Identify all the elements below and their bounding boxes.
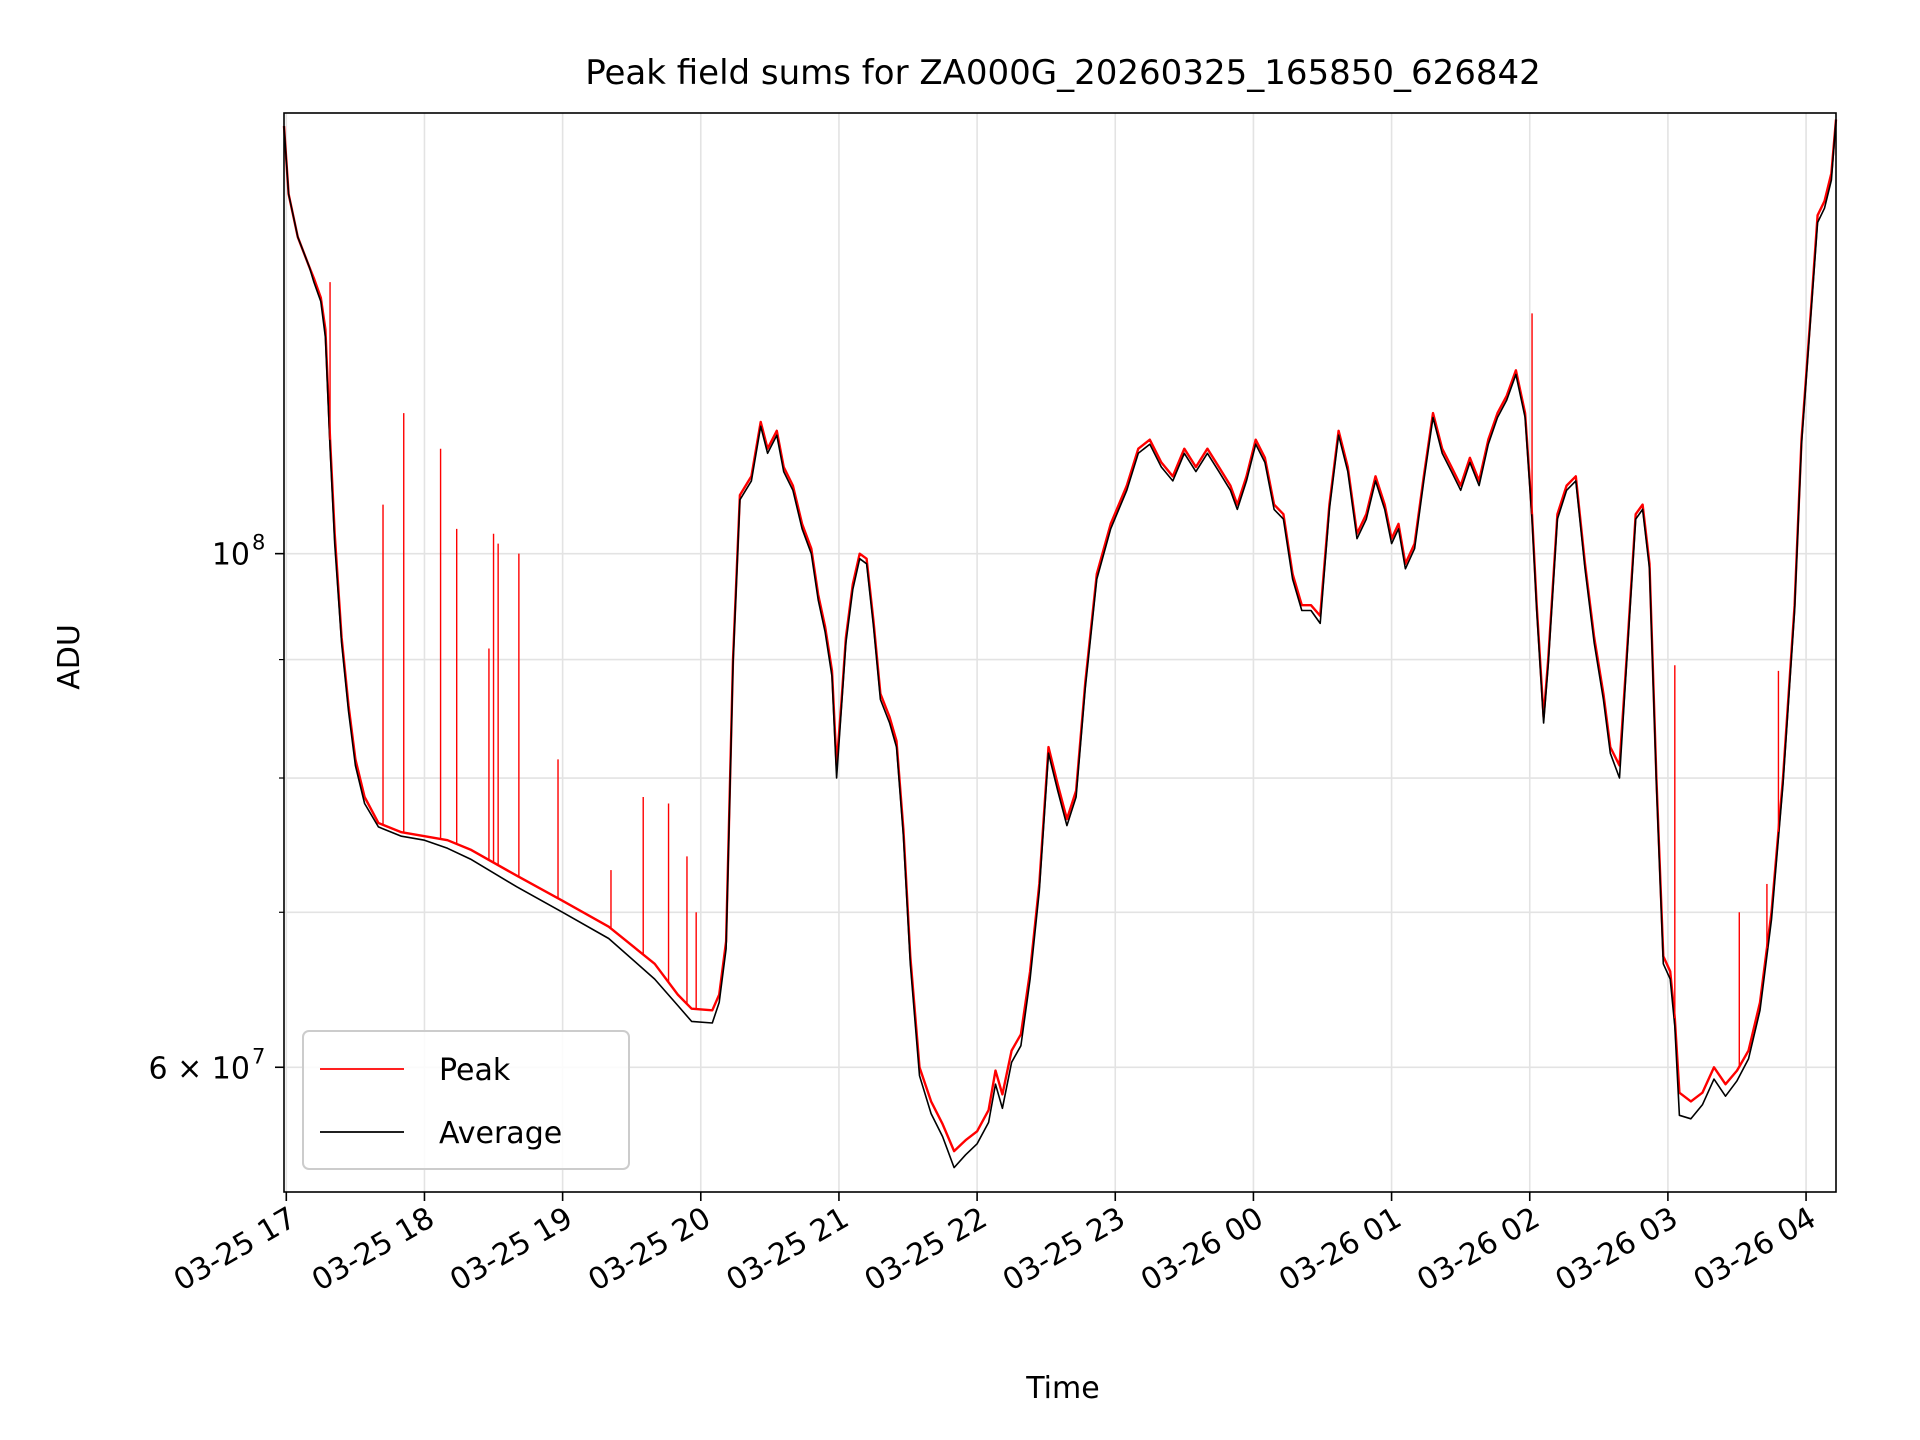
series-line-average [283, 119, 1837, 1169]
legend: Peak Average [302, 1030, 630, 1170]
y-tick-label: 6 × 10 [149, 1051, 250, 1086]
grid [284, 113, 1836, 1192]
plot-area [282, 119, 1838, 1169]
y-tick-label: 10 [212, 538, 250, 573]
legend-box [302, 1030, 630, 1170]
y-axis: 10 8 6 × 10 7 [149, 531, 284, 1086]
y-tick-exponent: 8 [252, 531, 265, 555]
chart-title: Peak field sums for ZA000G_20260325_1658… [585, 53, 1541, 93]
series-line-peak [282, 119, 1838, 1153]
y-axis-label: ADU [52, 624, 87, 690]
legend-average-label: Average [439, 1116, 562, 1151]
axes-frame [283, 112, 1837, 1193]
x-axis-label: Time [1025, 1371, 1099, 1406]
legend-peak-label: Peak [439, 1053, 511, 1088]
y-tick-exponent: 7 [252, 1044, 265, 1068]
